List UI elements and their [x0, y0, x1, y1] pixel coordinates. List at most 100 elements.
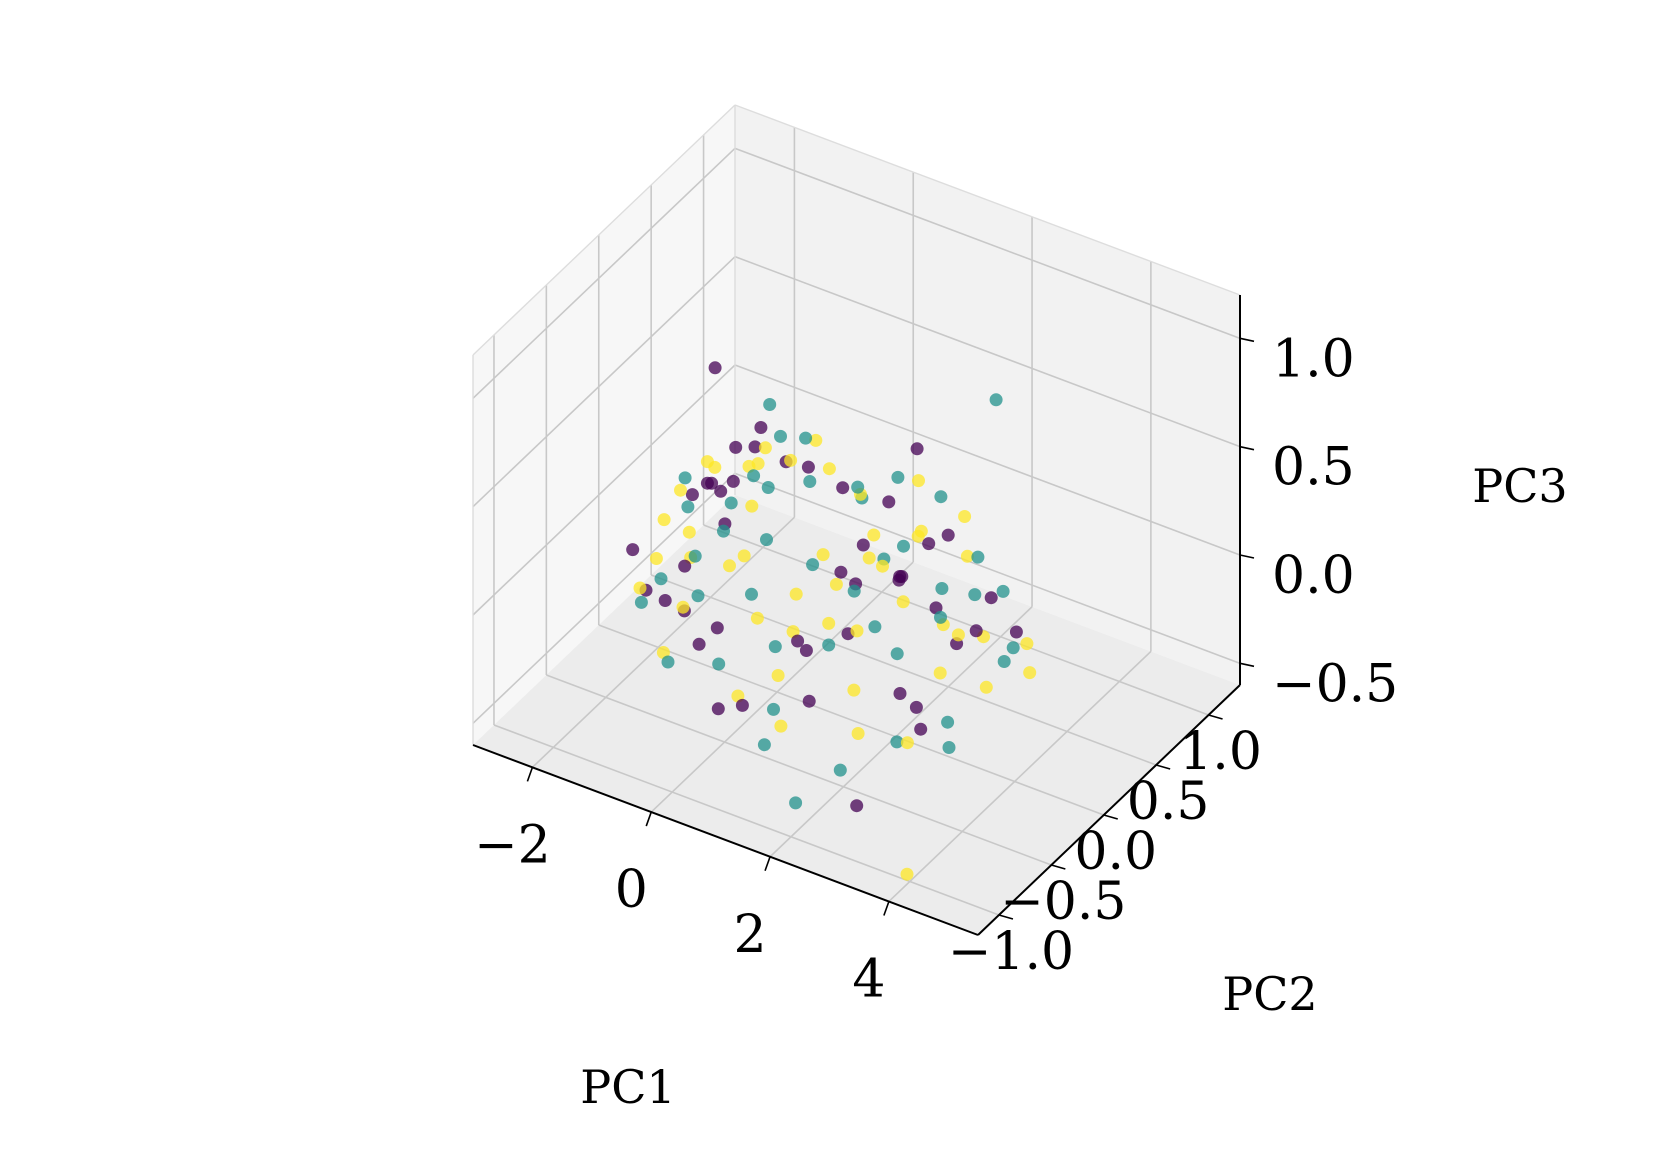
x-tick-mark — [645, 811, 652, 827]
data-point-class-1 — [934, 490, 948, 504]
data-point-class-0 — [909, 700, 923, 714]
data-point-class-1 — [971, 550, 985, 564]
data-point-class-2 — [900, 867, 914, 881]
data-point-class-2 — [914, 524, 928, 538]
data-point-class-2 — [851, 727, 865, 740]
grid-line-z-side — [472, 364, 736, 616]
grid-line-z-side — [472, 147, 736, 399]
data-point-class-0 — [748, 440, 762, 454]
data-point-class-0 — [692, 637, 706, 651]
x-tick-mark — [526, 767, 534, 782]
data-point-class-2 — [784, 453, 798, 467]
grid-line-z-back — [734, 147, 1241, 340]
grid-line-z-side — [472, 472, 736, 724]
data-point-class-0 — [922, 537, 936, 551]
data-point-class-2 — [1023, 666, 1037, 680]
data-point-class-2 — [676, 600, 690, 614]
data-point-class-2 — [979, 680, 993, 694]
y-tick-mark — [998, 914, 1014, 920]
data-point-class-2 — [951, 628, 965, 642]
grid-line-z-back — [734, 364, 1241, 556]
data-point-class-2 — [912, 474, 925, 488]
y-tick-mark — [1103, 814, 1118, 820]
data-point-class-1 — [968, 588, 982, 602]
data-point-class-1 — [661, 655, 675, 669]
data-point-class-0 — [735, 698, 749, 712]
y-axis-line — [977, 684, 1241, 936]
data-points — [626, 361, 1037, 881]
grid-line-x-floor — [531, 516, 795, 768]
data-point-class-0 — [914, 722, 928, 736]
data-point-class-0 — [850, 799, 864, 813]
data-point-class-0 — [941, 528, 955, 542]
data-point-class-2 — [867, 528, 881, 542]
data-point-class-1 — [833, 763, 847, 777]
grid-line-y-floor — [493, 724, 1000, 916]
data-point-class-0 — [834, 565, 848, 579]
x-axis-label: PC1 — [580, 1060, 675, 1114]
data-point-class-2 — [862, 551, 876, 565]
data-point-class-2 — [700, 455, 714, 469]
data-point-class-1 — [868, 620, 882, 634]
grid-line-y-floor — [703, 524, 1209, 716]
data-point-class-1 — [760, 533, 773, 547]
y-tick-label: −1.0 — [948, 922, 1074, 982]
data-point-class-1 — [890, 735, 904, 749]
data-point-class-0 — [685, 488, 699, 502]
z-axis-ticks: −0.5 0.0 0.5 1.0 — [1239, 329, 1398, 714]
data-point-class-1 — [822, 638, 836, 652]
data-point-class-1 — [691, 589, 705, 603]
left-pane — [473, 105, 735, 745]
data-point-class-0 — [882, 495, 896, 509]
data-point-class-2 — [789, 587, 803, 601]
y-axis-ticks: −1.0−0.50.00.51.0 — [948, 714, 1262, 982]
data-point-class-2 — [933, 666, 947, 680]
pane-edge — [472, 104, 736, 356]
data-point-class-1 — [761, 481, 775, 494]
data-point-class-0 — [678, 559, 692, 573]
data-point-class-1 — [996, 584, 1010, 598]
data-point-class-0 — [710, 621, 724, 635]
data-point-class-0 — [836, 481, 850, 495]
data-point-class-0 — [1009, 625, 1023, 639]
data-point-class-1 — [774, 429, 787, 443]
data-point-class-0 — [729, 440, 743, 454]
x-tick-label: 2 — [734, 905, 767, 965]
data-point-class-2 — [758, 441, 772, 455]
x-tick-label: 4 — [852, 949, 885, 1009]
data-point-class-2 — [633, 581, 647, 595]
grid-line-x-floor — [888, 650, 1152, 903]
data-point-class-0 — [799, 644, 813, 657]
data-point-class-1 — [890, 647, 904, 661]
data-point-class-2 — [649, 552, 663, 565]
data-point-class-1 — [1006, 641, 1020, 655]
data-point-class-1 — [634, 595, 648, 609]
data-point-class-2 — [737, 549, 751, 563]
data-point-class-0 — [910, 442, 924, 456]
data-point-class-2 — [723, 559, 736, 573]
data-point-class-2 — [771, 669, 785, 682]
data-point-class-0 — [626, 543, 640, 557]
data-point-class-2 — [657, 513, 671, 527]
y-tick-label: 0.5 — [1127, 772, 1210, 832]
data-point-class-0 — [969, 624, 983, 638]
data-point-class-2 — [847, 683, 861, 697]
data-point-class-1 — [688, 549, 702, 563]
y-tick-label: 0.0 — [1074, 822, 1157, 882]
data-point-class-1 — [654, 572, 668, 586]
data-point-class-2 — [958, 510, 972, 523]
data-point-class-1 — [745, 587, 758, 601]
z-tick-label: 0.5 — [1272, 438, 1355, 498]
z-tick-label: −0.5 — [1272, 654, 1398, 714]
y-tick-mark — [1155, 764, 1171, 770]
grid-line-x-floor — [769, 606, 1033, 858]
data-point-class-2 — [774, 719, 788, 733]
data-point-class-1 — [724, 496, 738, 510]
x-axis-ticks: −2 0 2 4 — [474, 767, 890, 1009]
data-point-class-2 — [960, 549, 974, 563]
data-point-class-1 — [717, 524, 730, 538]
data-point-class-1 — [789, 796, 803, 810]
data-point-class-2 — [829, 577, 843, 591]
y-tick-mark — [1051, 864, 1066, 870]
